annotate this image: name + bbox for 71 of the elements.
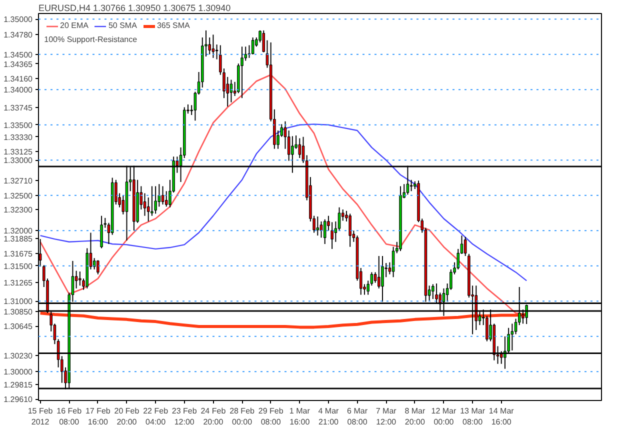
candlestick [96,260,100,275]
candlestick [78,271,82,286]
y-tick-label: 1.31675 [4,250,34,259]
x-tick-label: 8 Mar 20:00 [404,406,426,426]
y-tick-label: 1.34160 [4,74,34,84]
y-tick-label: 1.30230 [4,351,34,360]
y-tick-label: 1.33000 [4,156,34,166]
y-tick-label: 1.34000 [4,86,34,95]
y-tick-label: 1.32710 [4,176,34,186]
y-tick-label: 1.31000 [4,297,34,306]
x-tick-label: 23 Feb 12:00 [172,406,198,426]
x-tick-label: 20 Feb 20:00 [114,406,140,426]
y-tick-label: 1.32000 [4,226,34,236]
x-tick-label: 24 Feb 20:00 [200,406,226,426]
candlestick [410,179,413,192]
y-tick-label: 1.33500 [4,120,34,130]
legend-label: 50 SMA [108,21,137,30]
y-tick-label: 1.29610 [4,395,34,404]
x-tick-label: 7 Mar 12:00 [376,406,397,426]
y-tick-label: 1.34500 [4,50,34,60]
x-tick-label: 16 Feb 08:00 [56,406,82,426]
candlestick [251,36,254,55]
candlestick [510,323,514,351]
y-tick-label: 1.33330 [4,132,34,142]
x-tick-label: 13 Mar 08:00 [460,406,486,426]
candlestick [432,284,434,300]
y-tick-label: 1.34365 [4,60,34,69]
legend-label: 365 SMA [156,21,190,30]
y-tick-label: 1.33745 [4,104,34,113]
line-series [40,124,528,282]
y-tick-label: 1.33125 [4,147,34,156]
y-tick-label: 1.34780 [4,30,34,40]
x-tick-label: 17 Feb 16:00 [85,406,111,426]
candlestick [374,272,377,284]
y-tick-label: 1.31500 [4,262,34,271]
candlestick [338,206,341,232]
x-tick-label: 1 Mar 16:00 [289,406,310,426]
chart-title: EURUSD,H4 1.30766 1.30950 1.30675 1.30940 [38,3,231,13]
x-tick-label: 14 Mar 16:00 [488,406,514,426]
x-tick-label: 15 Feb 2012 [28,406,54,426]
candlestick [212,34,215,58]
legend-label: 20 EMA [60,21,88,30]
candlestick [323,218,326,245]
y-tick-label: 1.35000 [4,15,34,24]
x-tick-label: 6 Mar 08:00 [347,406,368,426]
candlestick [143,192,146,216]
candlestick [287,130,290,162]
y-tick-label: 1.29815 [4,380,34,390]
candlestick [100,215,103,249]
y-tick-label: 1.30850 [4,308,34,317]
x-tick-label: 12 Mar 00:00 [431,406,457,426]
y-tick-label: 1.31885 [4,234,34,244]
x-tick-label: 4 Mar 21:00 [318,406,340,426]
x-tick-label: 28 Feb 00:00 [230,406,256,426]
y-tick-label: 1.30000 [4,368,34,377]
annotation: 100% Support-Resistance [44,34,138,44]
x-tick-label: 22 Feb 04:00 [143,406,169,426]
y-tick-label: 1.32500 [4,191,34,200]
y-tick-label: 1.31265 [4,278,34,288]
y-tick-label: 1.30645 [4,322,34,332]
candlestick [240,46,244,99]
candlestick [154,186,157,214]
candlestick [298,138,302,159]
candlestick [378,255,380,289]
candlestick [392,246,395,278]
candlestick [161,186,164,206]
y-tick-label: 1.32300 [4,205,34,214]
candlestick [330,222,334,250]
x-tick-label: 29 Feb 08:00 [258,406,284,426]
candlestick [348,213,352,248]
candlestick [464,236,467,256]
